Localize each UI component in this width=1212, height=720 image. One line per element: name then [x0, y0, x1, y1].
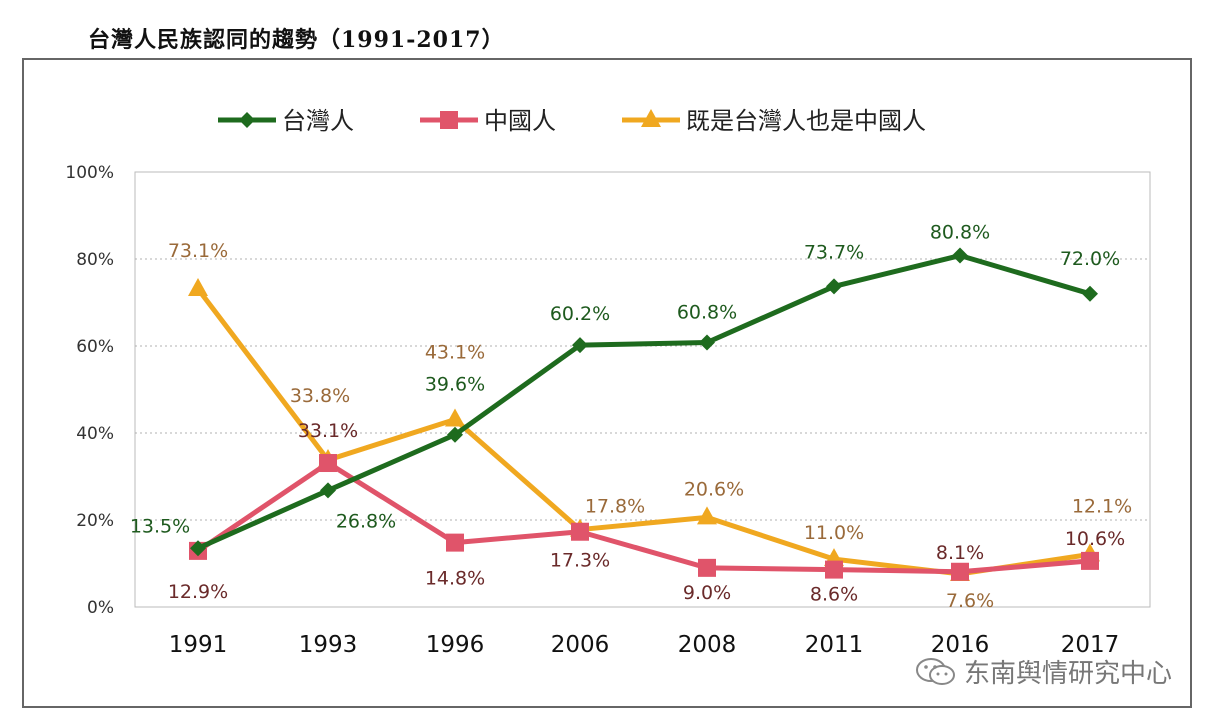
data-point — [447, 426, 463, 443]
x-tick-label: 2006 — [551, 632, 610, 658]
y-tick-label: 40% — [76, 424, 114, 444]
data-point — [952, 247, 968, 264]
chart-title: 台灣人民族認同的趨勢（1991-2017） — [88, 27, 505, 53]
data-point — [1082, 285, 1098, 302]
y-tick-label: 100% — [65, 163, 114, 183]
data-point — [239, 112, 255, 128]
plot-area — [134, 171, 1151, 608]
watermark-text: 东南舆情研究中心 — [963, 659, 1172, 689]
data-label: 14.8% — [425, 568, 485, 590]
data-point — [320, 482, 336, 499]
watermark: 东南舆情研究中心 — [914, 653, 1172, 690]
y-tick-label: 20% — [76, 511, 114, 531]
data-label: 11.0% — [804, 522, 864, 544]
data-label: 60.2% — [550, 303, 610, 325]
data-point — [571, 522, 589, 541]
data-point — [699, 334, 715, 351]
data-label: 33.8% — [290, 385, 350, 407]
data-label: 39.6% — [425, 374, 485, 396]
data-label: 26.8% — [336, 510, 396, 532]
data-label: 7.6% — [946, 590, 994, 612]
x-tick-label: 1993 — [299, 632, 358, 658]
x-tick-label: 2016 — [931, 632, 990, 658]
legend-item: 既是台灣人也是中國人 — [622, 107, 926, 135]
data-label: 12.9% — [168, 581, 228, 603]
data-label: 80.8% — [930, 222, 990, 244]
chart-frame — [22, 58, 1192, 708]
data-point — [572, 337, 588, 354]
y-tick-label: 60% — [76, 337, 114, 357]
x-tick-label: 2008 — [678, 632, 737, 658]
data-label: 60.8% — [677, 302, 737, 324]
wechat-icon — [915, 657, 955, 685]
data-label: 73.1% — [168, 240, 228, 262]
data-point — [190, 540, 206, 557]
data-label: 8.6% — [810, 584, 858, 606]
x-tick-label: 1996 — [426, 632, 485, 658]
y-tick-label: 80% — [76, 250, 114, 270]
data-label: 17.3% — [550, 550, 610, 572]
data-label: 12.1% — [1072, 495, 1132, 517]
data-label: 73.7% — [804, 241, 864, 263]
legend-label: 台灣人 — [282, 107, 354, 135]
x-tick-label: 2011 — [805, 632, 864, 658]
data-point — [697, 506, 717, 525]
data-point — [440, 111, 458, 129]
series-0 — [190, 247, 1098, 557]
legend-item: 台灣人 — [218, 107, 354, 135]
data-label: 20.6% — [684, 478, 744, 500]
y-tick-label: 0% — [87, 598, 114, 618]
data-label: 43.1% — [425, 342, 485, 364]
data-point — [698, 558, 716, 577]
data-label: 72.0% — [1060, 248, 1120, 270]
data-label: 33.1% — [298, 420, 358, 442]
data-point — [825, 560, 843, 579]
data-point — [826, 278, 842, 295]
data-point — [445, 408, 465, 427]
series-line — [196, 253, 1091, 551]
x-tick-label: 1991 — [169, 632, 228, 658]
x-tick-label: 2017 — [1061, 632, 1120, 658]
data-label: 8.1% — [936, 542, 984, 564]
legend-item: 中國人 — [420, 107, 556, 135]
data-label: 9.0% — [683, 582, 731, 604]
series-line — [196, 460, 1091, 575]
data-point — [188, 278, 208, 297]
legend-label: 既是台灣人也是中國人 — [686, 107, 926, 135]
data-label: 13.5% — [130, 515, 190, 537]
data-point — [319, 454, 337, 473]
data-label: 17.8% — [585, 496, 645, 518]
data-point — [1081, 551, 1099, 570]
data-point — [641, 109, 661, 127]
data-point — [446, 533, 464, 552]
data-point — [951, 562, 969, 581]
data-label: 10.6% — [1065, 528, 1125, 550]
legend-label: 中國人 — [484, 107, 556, 135]
